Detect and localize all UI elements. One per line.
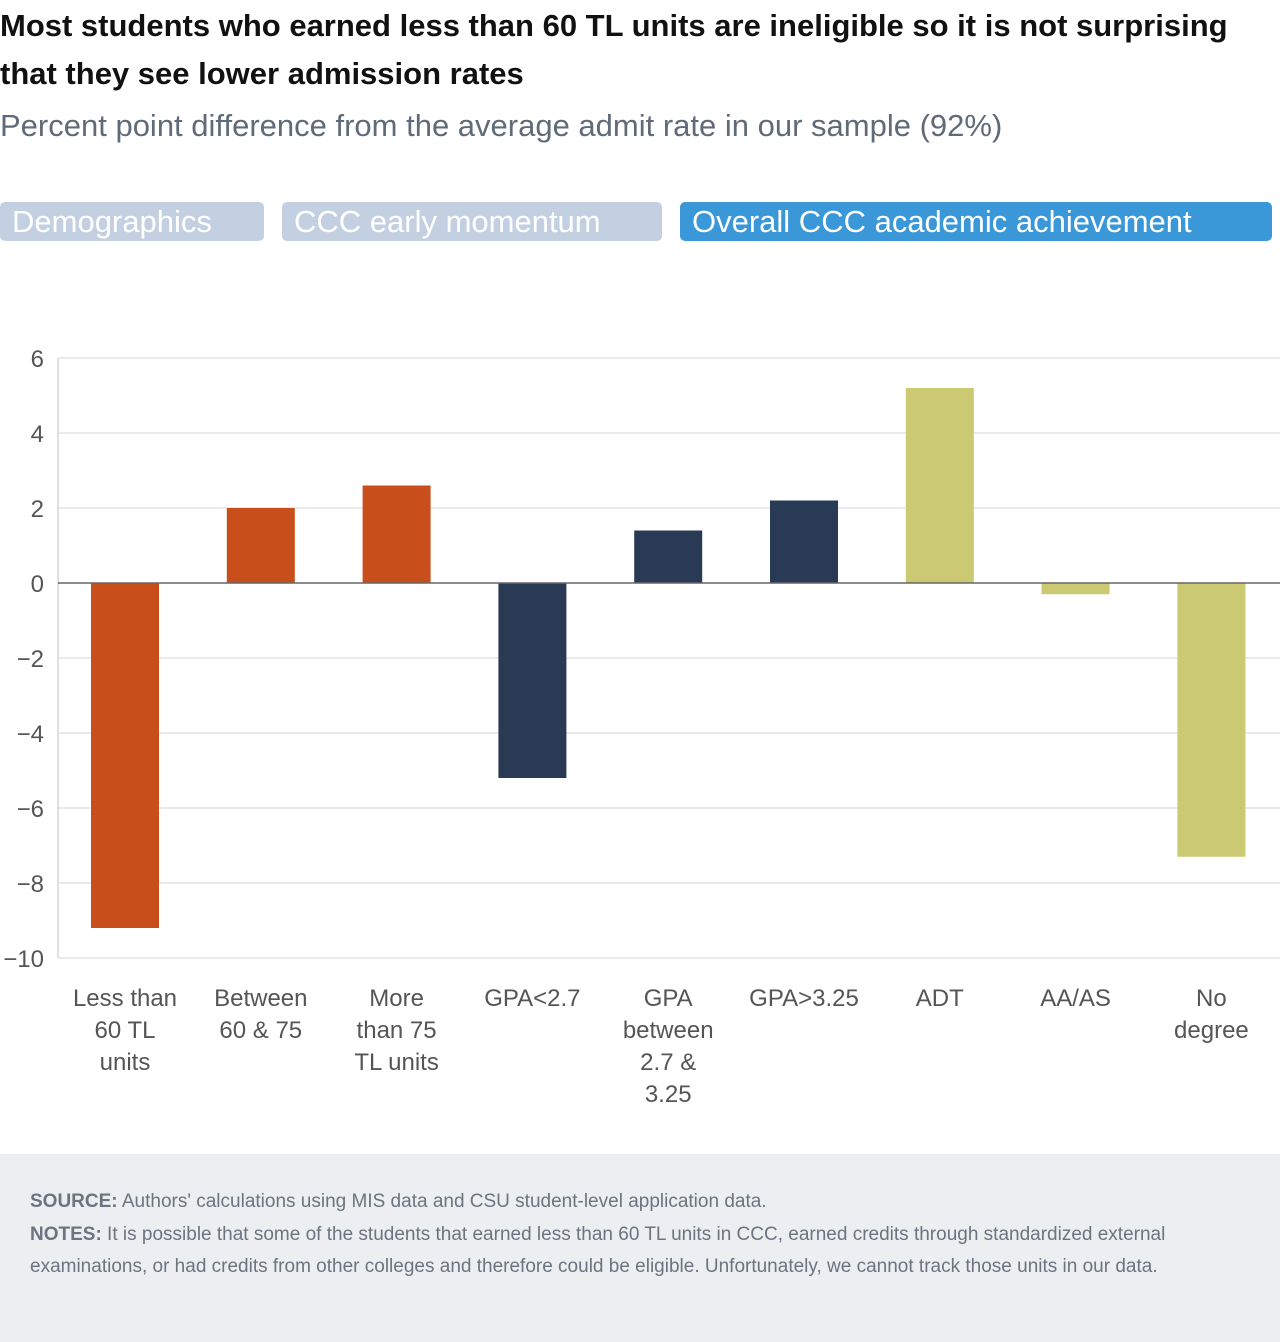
x-tick-label: No degree	[1174, 985, 1249, 1044]
y-tick-label: −10	[3, 946, 44, 973]
bar	[905, 388, 974, 583]
notes-label: NOTES:	[30, 1223, 102, 1245]
notes-text: It is possible that some of the students…	[30, 1223, 1166, 1278]
y-tick-label: −8	[17, 871, 44, 898]
tab-demographics[interactable]: Demographics	[0, 202, 264, 241]
tab-ccc-early-momentum[interactable]: CCC early momentum	[282, 202, 662, 241]
y-tick-label: 0	[31, 571, 44, 598]
chart-title: Most students who earned less than 60 TL…	[0, 8, 1228, 91]
x-tick-label: GPA between 2.7 & 3.25	[623, 985, 714, 1108]
bar-chart: 6 4 2 0 −2 −4 −6 −8 −10 Less than 60 TL units Betwee…	[3, 346, 1280, 1108]
y-tick-label: −4	[17, 721, 44, 748]
bar	[362, 485, 431, 583]
y-tick-label: −2	[17, 646, 44, 673]
source-label: SOURCE:	[30, 1191, 118, 1212]
notes-line: NOTES: It is possible that some of the s…	[30, 1219, 1250, 1284]
bar	[770, 500, 838, 583]
x-tick-label: Less than 60 TL units	[73, 985, 177, 1076]
y-tick-label: 2	[31, 496, 44, 523]
y-tick-label: −6	[17, 796, 44, 823]
bar	[91, 583, 159, 928]
y-tick-label: 6	[31, 346, 44, 373]
x-tick-label: ADT	[916, 985, 964, 1012]
bar	[226, 508, 295, 583]
source-text: Authors' calculations using MIS data and…	[117, 1191, 767, 1212]
source-line: SOURCE: Authors' calculations using MIS …	[30, 1186, 1250, 1219]
bar	[1177, 583, 1246, 857]
x-tick-label: GPA>3.25	[749, 985, 859, 1012]
y-tick-label: 4	[31, 421, 44, 448]
bar	[1041, 583, 1110, 595]
bar	[498, 583, 567, 778]
footer-notes: SOURCE: Authors' calculations using MIS …	[0, 1154, 1280, 1342]
chart-subtitle: Percent point difference from the averag…	[0, 108, 1003, 143]
tab-overall-ccc-academic-achievement[interactable]: Overall CCC academic achievement	[680, 202, 1272, 241]
bar	[634, 530, 703, 583]
x-tick-label: Between 60 & 75	[214, 985, 307, 1044]
x-tick-label: More than 75 TL units	[354, 985, 438, 1076]
x-tick-label: GPA<2.7	[484, 985, 580, 1012]
x-tick-label: AA/AS	[1040, 985, 1111, 1012]
